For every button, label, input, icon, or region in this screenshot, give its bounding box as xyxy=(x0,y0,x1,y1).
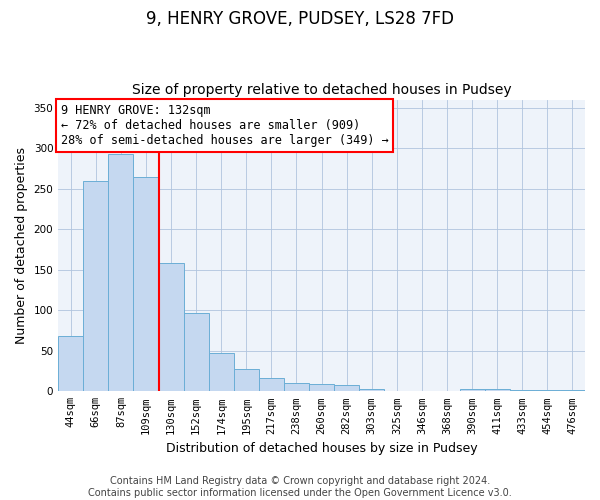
Bar xyxy=(133,176,158,392)
Bar xyxy=(460,389,485,392)
Bar xyxy=(109,154,133,392)
Bar xyxy=(510,390,535,392)
Bar xyxy=(485,389,510,392)
Text: 9, HENRY GROVE, PUDSEY, LS28 7FD: 9, HENRY GROVE, PUDSEY, LS28 7FD xyxy=(146,10,454,28)
Bar xyxy=(209,353,234,392)
Bar xyxy=(535,390,560,392)
Bar xyxy=(560,390,585,392)
Bar xyxy=(359,389,385,392)
Bar xyxy=(334,385,359,392)
Text: 9 HENRY GROVE: 132sqm
← 72% of detached houses are smaller (909)
28% of semi-det: 9 HENRY GROVE: 132sqm ← 72% of detached … xyxy=(61,104,389,147)
Bar xyxy=(58,336,83,392)
Text: Contains HM Land Registry data © Crown copyright and database right 2024.
Contai: Contains HM Land Registry data © Crown c… xyxy=(88,476,512,498)
Bar xyxy=(234,370,259,392)
Bar xyxy=(309,384,334,392)
Bar xyxy=(284,383,309,392)
Title: Size of property relative to detached houses in Pudsey: Size of property relative to detached ho… xyxy=(132,83,511,97)
Bar xyxy=(184,312,209,392)
Bar xyxy=(158,264,184,392)
Bar xyxy=(259,378,284,392)
Bar xyxy=(83,180,109,392)
X-axis label: Distribution of detached houses by size in Pudsey: Distribution of detached houses by size … xyxy=(166,442,478,455)
Y-axis label: Number of detached properties: Number of detached properties xyxy=(15,147,28,344)
